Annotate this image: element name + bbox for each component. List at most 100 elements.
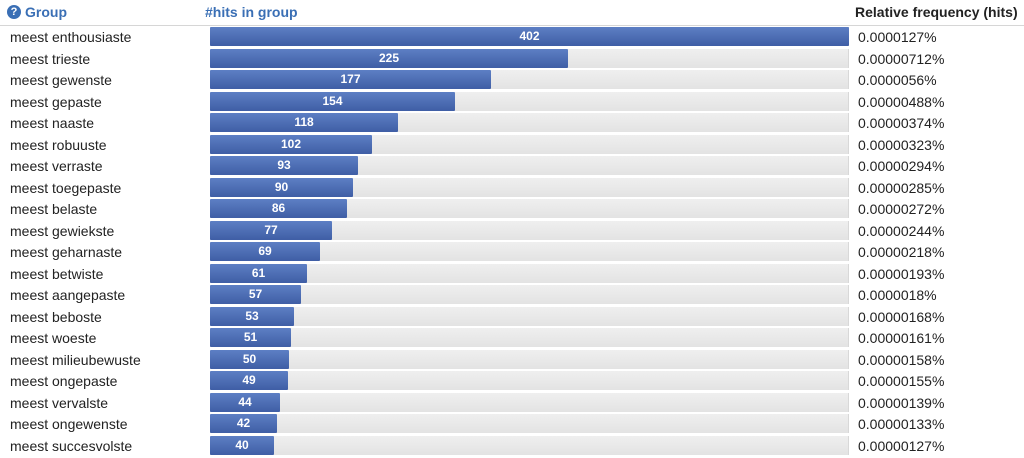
group-label: meest betwiste — [10, 265, 104, 282]
hits-column-header[interactable]: #hits in group — [205, 4, 298, 20]
group-label: meest verraste — [10, 158, 103, 174]
group-label: meest woeste — [10, 330, 97, 346]
group-column-header[interactable]: ? Group — [7, 4, 67, 20]
group-label: meest trieste — [10, 50, 91, 67]
hits-bar-fill: 154 — [210, 91, 455, 111]
hits-bar-fill: 53 — [210, 306, 294, 326]
hits-bar[interactable]: 177 — [210, 70, 849, 89]
hits-bar-fill: 44 — [210, 392, 280, 412]
hits-bar[interactable]: 42 — [210, 414, 849, 433]
group-label: meest enthousiaste — [10, 29, 132, 45]
hits-bar-fill: 402 — [210, 27, 849, 46]
relative-frequency: 0.00000712% — [858, 50, 945, 67]
hits-value: 402 — [519, 29, 540, 43]
hits-bar[interactable]: 50 — [210, 349, 849, 369]
relative-frequency: 0.00000133% — [858, 416, 945, 432]
hits-bar-fill: 90 — [210, 177, 353, 197]
group-label: meest ongewenste — [10, 416, 128, 432]
table-row: meest beboste 53 0.00000168% — [0, 306, 1024, 328]
table-row: meest gewenste 177 0.0000056% — [0, 69, 1024, 91]
relative-frequency: 0.00000294% — [858, 158, 945, 174]
relative-frequency: 0.00000244% — [858, 222, 945, 239]
hits-bar-fill: 51 — [210, 328, 291, 347]
hits-value: 40 — [235, 437, 249, 452]
group-label: meest belaste — [10, 201, 98, 217]
hits-value: 61 — [251, 265, 266, 280]
hits-value: 102 — [280, 136, 302, 151]
hits-bar-fill: 61 — [210, 263, 307, 283]
hits-bar-fill: 57 — [210, 285, 301, 304]
hits-bar[interactable]: 93 — [210, 156, 849, 175]
relative-frequency: 0.00000139% — [858, 394, 945, 411]
hits-bar[interactable]: 77 — [210, 220, 849, 240]
hits-value: 86 — [271, 201, 286, 215]
hits-bar-fill: 93 — [210, 156, 358, 175]
group-label: meest robuuste — [10, 136, 107, 153]
hits-bar[interactable]: 86 — [210, 199, 849, 218]
table-row: meest gewiekste 77 0.00000244% — [0, 220, 1024, 242]
relative-frequency: 0.0000018% — [858, 287, 937, 303]
group-label: meest toegepaste — [10, 179, 122, 196]
relative-frequency: 0.00000323% — [858, 136, 945, 153]
group-header-label[interactable]: Group — [25, 4, 67, 20]
group-label: meest geharnaste — [10, 244, 123, 260]
relative-frequency: 0.0000056% — [858, 72, 937, 88]
hits-bar[interactable]: 44 — [210, 392, 849, 412]
group-label: meest gepaste — [10, 93, 102, 110]
hits-bar[interactable]: 40 — [210, 435, 849, 455]
hits-value: 51 — [243, 330, 258, 344]
hits-bar[interactable]: 118 — [210, 113, 849, 132]
table-header: ? Group #hits in group Relative frequenc… — [0, 0, 1024, 26]
hits-bar[interactable]: 225 — [210, 48, 849, 68]
hits-bar[interactable]: 49 — [210, 371, 849, 390]
table-row: meest belaste 86 0.00000272% — [0, 198, 1024, 220]
hits-bar[interactable]: 51 — [210, 328, 849, 347]
hits-value: 42 — [236, 416, 251, 430]
hits-value: 225 — [378, 50, 400, 65]
hits-value: 69 — [258, 244, 272, 258]
table-row: meest ongepaste 49 0.00000155% — [0, 370, 1024, 392]
relative-frequency: 0.00000193% — [858, 265, 945, 282]
relative-frequency: 0.00000218% — [858, 244, 945, 260]
results-table-body: meest enthousiaste 402 0.0000127% meest tri… — [0, 26, 1024, 456]
group-label: meest succesvolste — [10, 437, 133, 454]
table-row: meest ongewenste 42 0.00000133% — [0, 413, 1024, 435]
hits-bar-fill: 49 — [210, 371, 288, 390]
relative-frequency: 0.00000155% — [858, 373, 945, 389]
table-row: meest trieste 225 0.00000712% — [0, 48, 1024, 70]
hits-bar[interactable]: 53 — [210, 306, 849, 326]
table-row: meest aangepaste 57 0.0000018% — [0, 284, 1024, 306]
hits-value: 50 — [242, 351, 257, 366]
group-label: meest vervalste — [10, 394, 109, 411]
hits-bar[interactable]: 102 — [210, 134, 849, 154]
relative-frequency: 0.00000168% — [858, 308, 945, 325]
group-label: meest milieubewuste — [10, 351, 141, 368]
hits-value: 77 — [264, 222, 278, 237]
group-label: meest beboste — [10, 308, 102, 325]
table-row: meest toegepaste 90 0.00000285% — [0, 177, 1024, 199]
hits-bar[interactable]: 402 — [210, 27, 849, 46]
hits-bar-fill: 40 — [210, 435, 274, 455]
hits-value: 93 — [277, 158, 291, 172]
hits-bar[interactable]: 154 — [210, 91, 849, 111]
hits-bar[interactable]: 57 — [210, 285, 849, 304]
hits-bar-fill: 177 — [210, 70, 491, 89]
hits-value: 57 — [248, 287, 263, 301]
hits-bar-fill: 102 — [210, 134, 372, 154]
hits-bar[interactable]: 61 — [210, 263, 849, 283]
hits-bar-fill: 225 — [210, 48, 568, 68]
hits-bar[interactable]: 90 — [210, 177, 849, 197]
hits-value: 154 — [322, 93, 343, 108]
table-row: meest milieubewuste 50 0.00000158% — [0, 349, 1024, 371]
hits-bar[interactable]: 69 — [210, 242, 849, 261]
hits-value: 90 — [274, 179, 289, 194]
hits-bar-fill: 69 — [210, 242, 320, 261]
relative-frequency: 0.00000127% — [858, 437, 945, 454]
help-icon[interactable]: ? — [7, 5, 21, 19]
table-row: meest robuuste 102 0.00000323% — [0, 134, 1024, 156]
relative-frequency: 0.00000272% — [858, 201, 945, 217]
relative-frequency: 0.00000285% — [858, 179, 945, 196]
table-row: meest woeste 51 0.00000161% — [0, 327, 1024, 349]
table-row: meest enthousiaste 402 0.0000127% — [0, 26, 1024, 48]
hits-bar-fill: 42 — [210, 414, 277, 433]
